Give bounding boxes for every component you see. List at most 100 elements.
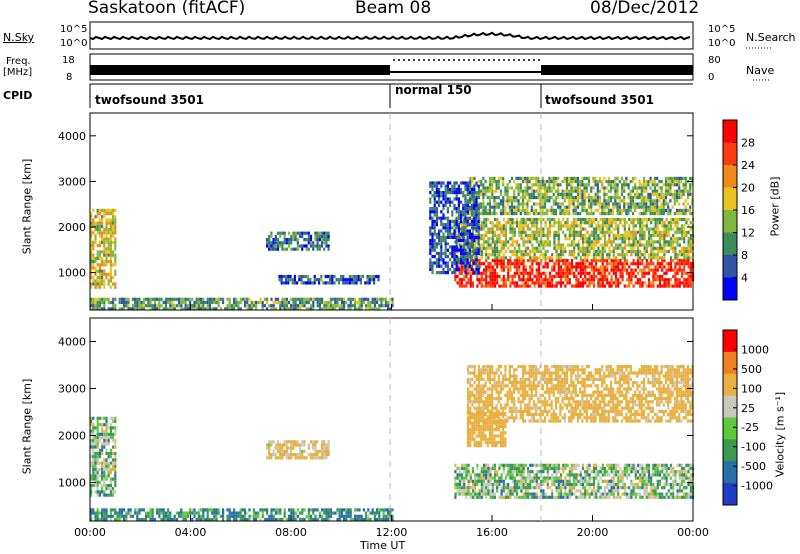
heatmap-cell [506,186,509,190]
heatmap-cell [664,176,668,180]
heatmap-cell [136,514,139,518]
heatmap-cell [474,256,477,260]
heatmap-cell [466,181,469,185]
heatmap-cell [488,196,492,200]
heatmap-cell [344,278,347,282]
heatmap-cell [634,281,637,285]
heatmap-cell [312,440,315,444]
heatmap-cell [555,284,558,288]
heatmap-cell [493,281,497,285]
heatmap-cell [540,221,543,225]
heatmap-cell [114,429,117,433]
heatmap-cell [562,262,565,266]
heatmap-cell [568,199,571,203]
heatmap-cell [678,217,681,222]
heatmap-cell [431,184,434,188]
heatmap-cell [301,449,304,453]
heatmap-cell [496,237,499,241]
heatmap-cell [623,246,626,250]
heatmap-cell [362,508,365,512]
heatmap-cell [465,473,468,477]
heatmap-cell [658,265,662,269]
heatmap-cell [184,300,187,305]
heatmap-cell [107,474,110,478]
heatmap-cell [650,217,653,222]
heatmap-cell [581,284,585,288]
heatmap-cell [612,268,615,272]
heatmap-cell [455,239,458,243]
heatmap-cell [526,183,529,187]
heatmap-cell [301,297,304,301]
heatmap-cell [537,249,541,254]
heatmap-cell [343,508,346,512]
heatmap-cell [498,482,501,487]
heatmap-cell [265,244,269,248]
heatmap-cell [246,297,249,301]
heatmap-cell [336,517,339,522]
heatmap-cell [96,435,99,440]
heatmap-cell [563,189,566,193]
heatmap-cell [298,231,302,235]
heatmap-cell [156,304,159,308]
heatmap-cell [182,300,185,305]
heatmap-cell [581,202,584,206]
heatmap-cell [200,297,203,301]
heatmap-cell [460,191,463,195]
heatmap-cell [431,239,434,243]
heatmap-cell [651,208,654,212]
heatmap-cell [520,495,523,499]
heatmap-cell [463,476,466,480]
heatmap-cell [588,265,591,269]
heatmap-cell [568,180,571,184]
heatmap-cell [564,265,567,269]
heatmap-cell [109,471,112,475]
heatmap-cell [491,212,494,216]
heatmap-cell [471,482,475,487]
heatmap-cell [678,268,681,272]
heatmap-cell [597,284,600,288]
heatmap-cell [463,278,466,282]
heatmap-cell [475,197,478,201]
heatmap-cell [484,212,487,216]
heatmap-cell [233,304,236,308]
heatmap-cell [550,196,553,200]
heatmap-cell [535,274,538,279]
heatmap-cell [109,253,112,257]
heatmap-cell [570,268,574,272]
heatmap-cell [294,247,297,251]
heatmap-cell [134,307,137,311]
heatmap-cell [116,514,119,518]
heatmap-cell [114,224,117,228]
heatmap-cell [101,483,104,488]
heatmap-cell [620,199,624,203]
heatmap-cell [643,271,646,275]
heatmap-cell [454,492,457,496]
heatmap-cell [270,456,273,460]
heatmap-cell [244,300,247,305]
heatmap-cell [446,197,449,201]
heatmap-cell [612,227,615,231]
heatmap-cell [90,260,93,264]
y-tick-label: 2000 [58,221,86,234]
heatmap-cell [112,234,115,238]
heatmap-cell [559,265,563,269]
heatmap-cell [90,297,93,301]
heatmap-cell [584,274,587,279]
heatmap-cell [603,278,607,282]
heatmap-cell [594,196,597,200]
heatmap-cell [595,224,598,228]
heatmap-cell [202,517,205,522]
heatmap-cell [581,240,585,244]
heatmap-cell [478,489,481,493]
heatmap-cell [653,176,657,180]
heatmap-cell [588,278,591,282]
heatmap-cell [518,249,521,254]
heatmap-cell [475,213,478,217]
heatmap-cell [601,253,604,257]
heatmap-cell [169,511,172,515]
heatmap-cell [469,240,472,244]
heatmap-cell [669,217,673,222]
heatmap-cell [446,226,449,230]
heatmap-cell [270,511,273,515]
